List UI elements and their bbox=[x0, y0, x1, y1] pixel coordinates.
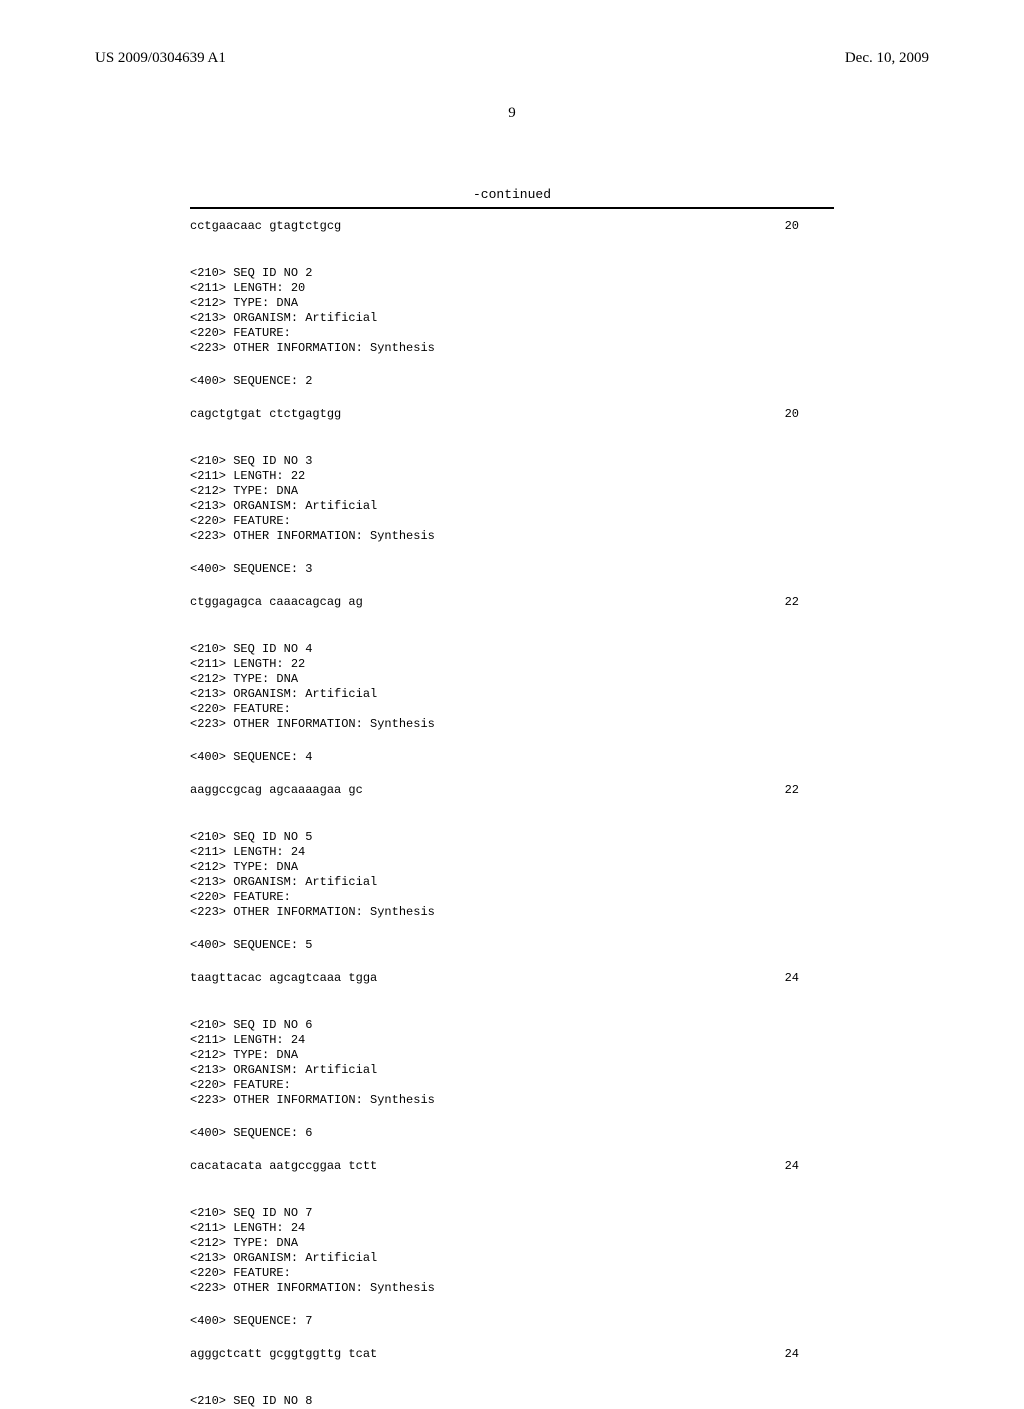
sequence-data-line: aaggccgcag agcaaaagaa gc 22 bbox=[190, 783, 834, 798]
sequence-data-line: cacatacata aatgccggaa tctt 24 bbox=[190, 1159, 834, 1174]
sequence-data-line: agggctcatt gcggtggttg tcat 24 bbox=[190, 1347, 834, 1362]
seq-header-line: <213> ORGANISM: Artificial bbox=[190, 875, 834, 890]
seq-header-line: <220> FEATURE: bbox=[190, 890, 834, 905]
seq-header-line: <220> FEATURE: bbox=[190, 1078, 834, 1093]
seq-header-line: <213> ORGANISM: Artificial bbox=[190, 499, 834, 514]
seq-header-line: <212> TYPE: DNA bbox=[190, 860, 834, 875]
seq-header-line: <210> SEQ ID NO 6 bbox=[190, 1018, 834, 1033]
sequence-text: taagttacac agcagtcaaa tgga bbox=[190, 971, 377, 986]
seq-header-block: <210> SEQ ID NO 4<211> LENGTH: 22<212> T… bbox=[190, 642, 834, 732]
sequence-label: <400> SEQUENCE: 6 bbox=[190, 1126, 834, 1141]
sequence-length: 24 bbox=[785, 971, 834, 986]
seq-header-block: <210> SEQ ID NO 6<211> LENGTH: 24<212> T… bbox=[190, 1018, 834, 1108]
seq-header-line: <210> SEQ ID NO 3 bbox=[190, 454, 834, 469]
sequence-length: 24 bbox=[785, 1159, 834, 1174]
seq-header-line: <223> OTHER INFORMATION: Synthesis bbox=[190, 905, 834, 920]
seq-header-line: <211> LENGTH: 24 bbox=[190, 1221, 834, 1236]
seq-header-line: <220> FEATURE: bbox=[190, 1266, 834, 1281]
seq-header-line: <211> LENGTH: 22 bbox=[190, 657, 834, 672]
sequence-label: <400> SEQUENCE: 7 bbox=[190, 1314, 834, 1329]
sequence-listing: cctgaacaac gtagtctgcg 20 <210> SEQ ID NO 2… bbox=[0, 207, 1024, 1409]
seq-header-line: <211> LENGTH: 20 bbox=[190, 281, 834, 296]
sequence-label: <400> SEQUENCE: 4 bbox=[190, 750, 834, 765]
continued-label: -continued bbox=[0, 187, 1024, 202]
sequence-length: 22 bbox=[785, 783, 834, 798]
sequence-length: 20 bbox=[785, 219, 834, 234]
seq-header-line: <223> OTHER INFORMATION: Synthesis bbox=[190, 529, 834, 544]
seq-header-block: <210> SEQ ID NO 7<211> LENGTH: 24<212> T… bbox=[190, 1206, 834, 1296]
seq-header-line: <211> LENGTH: 24 bbox=[190, 845, 834, 860]
seq-header-line: <212> TYPE: DNA bbox=[190, 1048, 834, 1063]
seq-header-block: <210> SEQ ID NO 5<211> LENGTH: 24<212> T… bbox=[190, 830, 834, 920]
sequence-data-line: taagttacac agcagtcaaa tgga 24 bbox=[190, 971, 834, 986]
seq-header-line: <220> FEATURE: bbox=[190, 514, 834, 529]
sequence-text: agggctcatt gcggtggttg tcat bbox=[190, 1347, 377, 1362]
seq-header-line: <211> LENGTH: 22 bbox=[190, 469, 834, 484]
sequence-data-line: ctggagagca caaacagcag ag 22 bbox=[190, 595, 834, 610]
seq-header-line: <212> TYPE: DNA bbox=[190, 672, 834, 687]
page-number: 9 bbox=[0, 105, 1024, 122]
horizontal-rule bbox=[190, 207, 834, 209]
seq-header-line: <212> TYPE: DNA bbox=[190, 296, 834, 311]
seq-header-line: <223> OTHER INFORMATION: Synthesis bbox=[190, 717, 834, 732]
sequence-label: <400> SEQUENCE: 3 bbox=[190, 562, 834, 577]
sequence-length: 24 bbox=[785, 1347, 834, 1362]
seq-header-line: <223> OTHER INFORMATION: Synthesis bbox=[190, 1093, 834, 1108]
seq-header-block: <210> SEQ ID NO 3<211> LENGTH: 22<212> T… bbox=[190, 454, 834, 544]
seq-header-line: <213> ORGANISM: Artificial bbox=[190, 1251, 834, 1266]
seq-header-line: <220> FEATURE: bbox=[190, 702, 834, 717]
seq-header-line: <223> OTHER INFORMATION: Synthesis bbox=[190, 1281, 834, 1296]
patent-number: US 2009/0304639 A1 bbox=[95, 50, 226, 67]
patent-date: Dec. 10, 2009 bbox=[845, 50, 929, 67]
seq-header-line: <223> OTHER INFORMATION: Synthesis bbox=[190, 341, 834, 356]
sequence-data-line: cagctgtgat ctctgagtgg 20 bbox=[190, 407, 834, 422]
seq-header-line: <212> TYPE: DNA bbox=[190, 1236, 834, 1251]
sequence-text: cacatacata aatgccggaa tctt bbox=[190, 1159, 377, 1174]
sequence-text: cagctgtgat ctctgagtgg bbox=[190, 407, 341, 422]
seq-header-line: <213> ORGANISM: Artificial bbox=[190, 687, 834, 702]
sequence-length: 22 bbox=[785, 595, 834, 610]
sequence-data-line: cctgaacaac gtagtctgcg 20 bbox=[190, 219, 834, 234]
seq-header-line: <210> SEQ ID NO 5 bbox=[190, 830, 834, 845]
trailing-seq-header: <210> SEQ ID NO 8 bbox=[190, 1394, 834, 1409]
seq-header-line: <213> ORGANISM: Artificial bbox=[190, 1063, 834, 1078]
page-header: US 2009/0304639 A1 Dec. 10, 2009 bbox=[0, 0, 1024, 67]
sequence-text: cctgaacaac gtagtctgcg bbox=[190, 219, 341, 234]
seq-header-line: <212> TYPE: DNA bbox=[190, 484, 834, 499]
seq-header-line: <211> LENGTH: 24 bbox=[190, 1033, 834, 1048]
sequence-text: ctggagagca caaacagcag ag bbox=[190, 595, 363, 610]
seq-header-line: <210> SEQ ID NO 2 bbox=[190, 266, 834, 281]
seq-header-block: <210> SEQ ID NO 2<211> LENGTH: 20<212> T… bbox=[190, 266, 834, 356]
sequence-label: <400> SEQUENCE: 5 bbox=[190, 938, 834, 953]
sequence-label: <400> SEQUENCE: 2 bbox=[190, 374, 834, 389]
seq-header-line: <213> ORGANISM: Artificial bbox=[190, 311, 834, 326]
seq-header-line: <210> SEQ ID NO 7 bbox=[190, 1206, 834, 1221]
sequence-text: aaggccgcag agcaaaagaa gc bbox=[190, 783, 363, 798]
seq-header-line: <210> SEQ ID NO 4 bbox=[190, 642, 834, 657]
sequence-length: 20 bbox=[785, 407, 834, 422]
seq-header-line: <220> FEATURE: bbox=[190, 326, 834, 341]
